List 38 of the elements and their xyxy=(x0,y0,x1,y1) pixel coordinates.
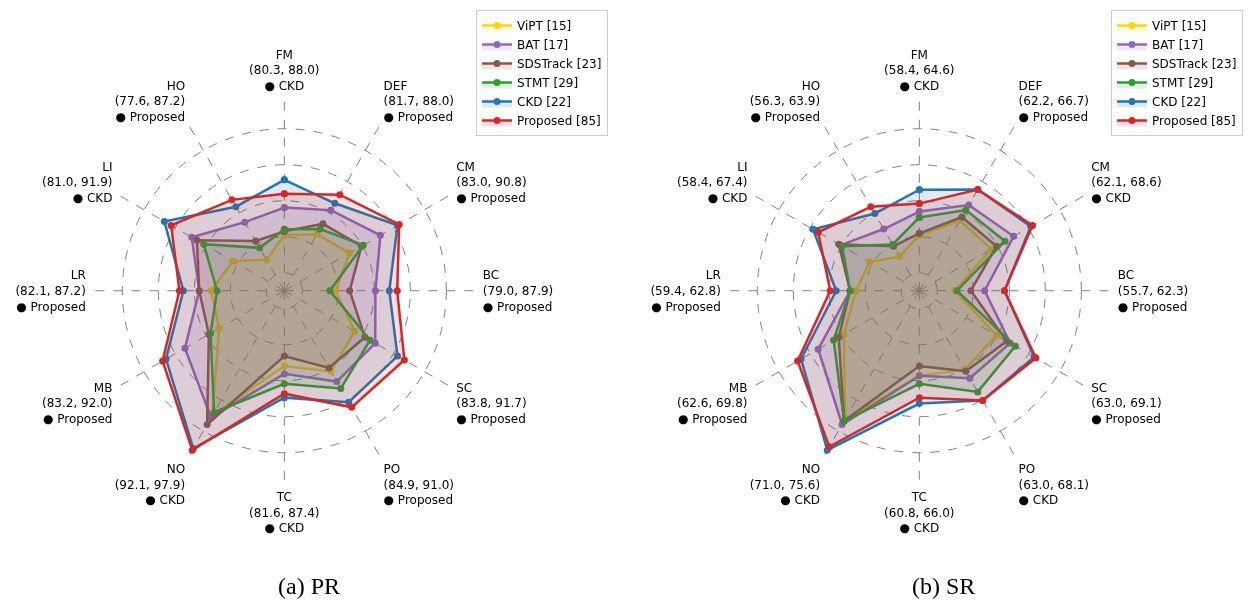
spoke-label: PO (63.0, 68.1) ● CKD xyxy=(1018,462,1090,508)
spoke-label: FM (58.4, 64.6) ● CKD xyxy=(884,47,955,93)
legend-label: BAT [17] xyxy=(1152,38,1204,53)
legend-label: STMT [29] xyxy=(517,76,579,91)
spoke-label: TC (81.6, 87.4) ● CKD xyxy=(249,490,320,536)
spoke-label: SC (63.0, 69.1) ● Proposed xyxy=(1091,380,1162,426)
legend-label: BAT [17] xyxy=(517,38,569,53)
spoke-label: CM (83.0, 90.8) ● Proposed xyxy=(456,159,527,205)
spoke-label: FM (80.3, 88.0) ● CKD xyxy=(249,47,320,93)
spoke-label: MB (62.6, 69.8) ● Proposed xyxy=(677,380,748,426)
spoke-label: NO (92.1, 97.9) ● CKD xyxy=(114,462,186,508)
spoke-label: SC (83.8, 91.7) ● Proposed xyxy=(456,380,527,426)
spoke-label: NO (71.0, 75.6) ● CKD xyxy=(749,462,821,508)
spoke-label: LI (81.0, 91.9) ● CKD xyxy=(42,159,113,205)
spoke-label: CM (62.1, 68.6) ● CKD xyxy=(1091,159,1162,205)
spoke-label: PO (84.9, 91.0) ● Proposed xyxy=(383,462,455,508)
spoke-label: DEF (62.2, 66.7) ● Proposed xyxy=(1018,78,1090,124)
text: (b) SR xyxy=(912,573,976,599)
spoke-label: LR (82.1, 87.2) ● Proposed xyxy=(15,268,86,314)
spoke-label: LR (59.4, 62.8) ● Proposed xyxy=(650,268,721,314)
legend-label: ViPT [15] xyxy=(517,19,572,34)
legend-label: ViPT [15] xyxy=(1152,19,1207,34)
spoke-label: DEF (81.7, 88.0) ● Proposed xyxy=(383,78,455,124)
spoke-label: BC (55.7, 62.3) ● Proposed xyxy=(1117,268,1189,314)
spoke-label: TC (60.8, 66.0) ● CKD xyxy=(884,490,955,536)
spoke-label: HO (56.3, 63.9) ● Proposed xyxy=(749,78,821,124)
legend-label: CKD [22] xyxy=(517,95,571,110)
legend-label: CKD [22] xyxy=(1152,95,1206,110)
legend-label: Proposed [85] xyxy=(517,114,601,129)
legend-label: SDSTrack [23] xyxy=(517,57,602,72)
text: (a) PR xyxy=(278,573,340,599)
spoke-label: MB (83.2, 92.0) ● Proposed xyxy=(42,380,113,426)
legend-label: SDSTrack [23] xyxy=(1152,57,1237,72)
spoke-label: LI (58.4, 67.4) ● CKD xyxy=(677,159,748,205)
spoke-label: BC (79.0, 87.9) ● Proposed xyxy=(482,268,554,314)
legend-label: STMT [29] xyxy=(1152,76,1214,91)
legend-label: Proposed [85] xyxy=(1152,114,1236,129)
spoke-label: HO (77.6, 87.2) ● Proposed xyxy=(114,78,186,124)
